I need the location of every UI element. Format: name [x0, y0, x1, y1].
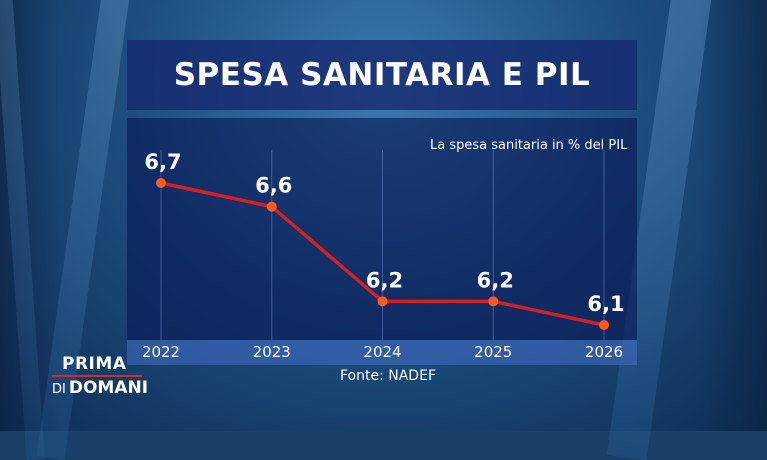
logo-bottom-small: DI	[52, 382, 66, 397]
x-tick-label: 2023	[253, 343, 291, 361]
data-label: 6,1	[587, 292, 624, 316]
line-chart: 6,7 2022 6,6 2023 6,2 2024 6,2 2025 6,1 2026	[142, 150, 625, 361]
logo-bottom-big: DOMANI	[68, 378, 149, 398]
logo-top-text: PRIMA	[62, 354, 127, 374]
chart-title: SPESA SANITARIA E PIL	[173, 57, 591, 93]
x-tick-label: 2025	[474, 343, 512, 361]
data-label: 6,7	[144, 150, 181, 174]
data-label: 6,2	[477, 268, 514, 292]
data-label: 6,2	[366, 268, 403, 292]
x-tick-label: 2022	[142, 343, 180, 361]
x-axis-strip	[127, 340, 637, 365]
x-tick-label: 2024	[363, 343, 401, 361]
title-box: SPESA SANITARIA E PIL	[127, 40, 637, 110]
data-point	[156, 178, 166, 188]
logo-red-line	[52, 375, 142, 377]
data-point	[599, 320, 609, 330]
program-logo: PRIMA DI DOMANI	[52, 354, 148, 398]
data-label: 6,6	[255, 174, 292, 198]
data-point	[377, 296, 388, 307]
x-tick-label: 2026	[585, 343, 623, 361]
labels: 6,7 2022 6,6 2023 6,2 2024 6,2 2025 6,1 2026	[142, 150, 625, 361]
series	[156, 178, 609, 330]
source-note: Fonte: NADEF	[340, 368, 436, 384]
chart-subtitle: La spesa sanitaria in % del PIL	[430, 138, 628, 153]
data-point	[266, 201, 277, 212]
logo-bottom-text: DI DOMANI	[52, 378, 148, 398]
data-point	[488, 296, 499, 307]
